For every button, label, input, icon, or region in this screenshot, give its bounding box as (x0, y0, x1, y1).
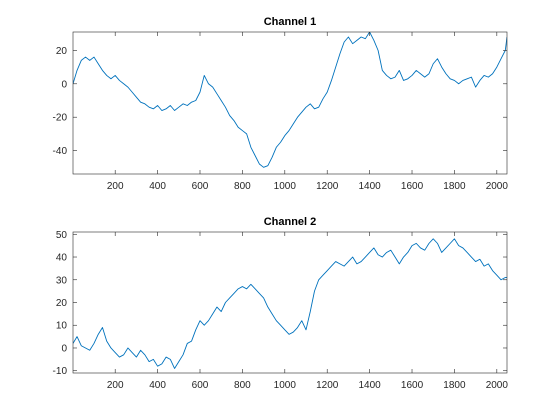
x-tick-label: 2000 (486, 380, 509, 391)
x-tick-label: 200 (107, 181, 124, 192)
y-tick-label: -20 (53, 113, 68, 124)
x-tick-label: 200 (107, 380, 124, 391)
x-tick-label: 1200 (316, 181, 339, 192)
chart-title: Channel 1 (264, 16, 317, 28)
y-tick-label: 0 (61, 79, 67, 90)
y-tick-label: 50 (56, 230, 68, 241)
x-tick-label: 1600 (401, 181, 424, 192)
x-tick-label: 800 (234, 380, 251, 391)
plot-area (73, 32, 507, 174)
x-tick-label: 400 (149, 380, 166, 391)
plot-area (73, 232, 507, 373)
chart-1: Channel 1200 400 600 800 1000 1200 1400 1600 180… (53, 16, 509, 192)
y-tick-label: -40 (53, 146, 68, 157)
y-tick-label: 20 (56, 298, 68, 309)
x-tick-label: 2000 (486, 181, 509, 192)
chart-title: Channel 2 (264, 216, 317, 228)
x-tick-label: 1600 (401, 380, 424, 391)
y-tick-label: 20 (56, 46, 68, 57)
x-tick-label: 1000 (274, 181, 297, 192)
x-tick-label: 400 (149, 181, 166, 192)
x-tick-label: 800 (234, 181, 251, 192)
x-tick-label: 1200 (316, 380, 339, 391)
y-tick-label: 10 (56, 321, 68, 332)
x-tick-label: 1800 (443, 181, 466, 192)
series-line (73, 238, 507, 369)
x-tick-label: 1400 (358, 181, 381, 192)
y-tick-label: 30 (56, 275, 68, 286)
x-tick-label: 1400 (358, 380, 381, 391)
axes-frame (72, 31, 508, 175)
y-tick-label: 0 (61, 343, 67, 354)
x-tick-label: 1000 (274, 380, 297, 391)
x-tick-label: 600 (192, 380, 209, 391)
series-line (73, 32, 507, 168)
y-tick-label: -10 (53, 366, 68, 377)
x-tick-label: 1800 (443, 380, 466, 391)
y-tick-label: 40 (56, 253, 68, 264)
x-tick-label: 600 (192, 181, 209, 192)
